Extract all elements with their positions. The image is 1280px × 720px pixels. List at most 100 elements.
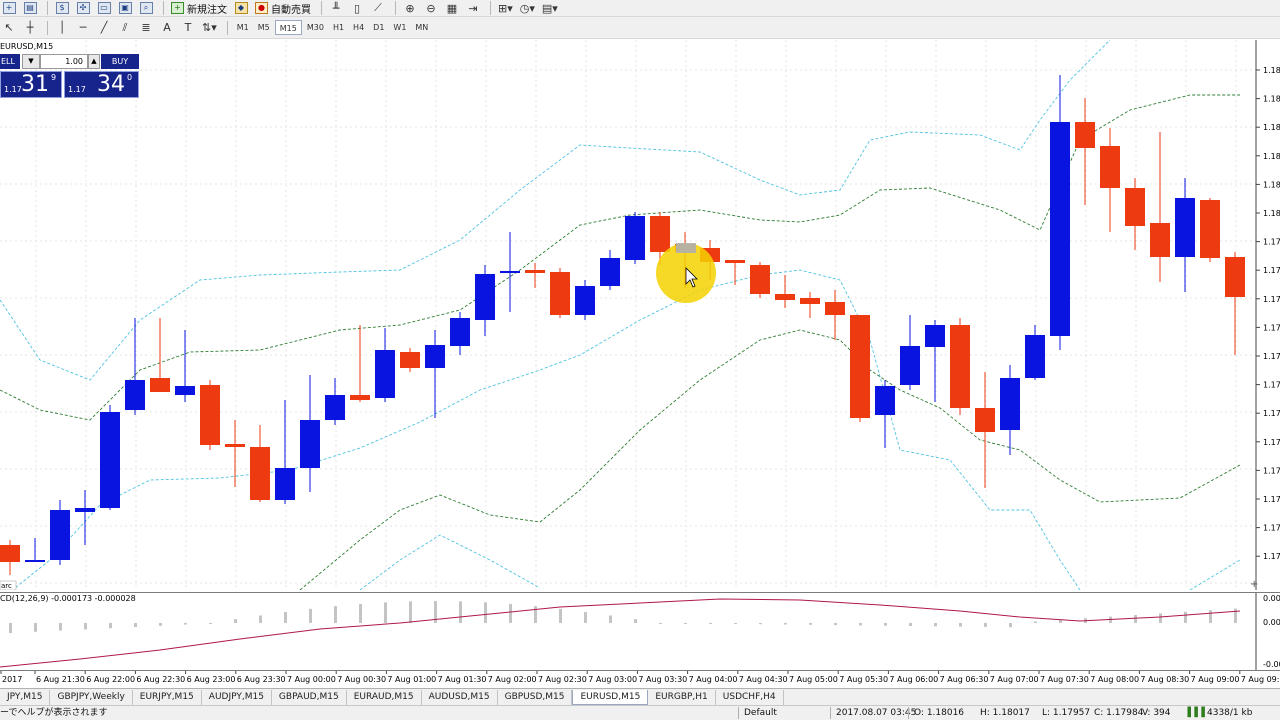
- time-axis: 2017 6 Aug 21:30 6 Aug 22:00 6 Aug 22:30 6 A…: [0, 670, 1280, 688]
- time-axis-canvas: 2017 6 Aug 21:30 6 Aug 22:00 6 Aug 22:30 6 A…: [0, 671, 1280, 684]
- tab-audjpy-m15[interactable]: AUDJPY,M15: [202, 689, 272, 705]
- tab-eurusd-m15[interactable]: EURUSD,M15: [572, 689, 649, 705]
- bid-price-button[interactable]: 1.17 31 9: [0, 71, 62, 98]
- equidistant-channel-icon[interactable]: ⫽: [122, 20, 128, 34]
- text-icon[interactable]: A: [163, 21, 171, 34]
- templates-icon[interactable]: ▤▾: [541, 1, 558, 15]
- price-chart[interactable]: 1.18 1.18 1.18 1.18 1.18 1.18 1.17 1.17 1.17 1.17…: [0, 40, 1280, 590]
- lot-size-input[interactable]: 1.00: [40, 54, 88, 69]
- timeframe-m30[interactable]: M30: [306, 23, 324, 32]
- macd-histogram-bar: [859, 623, 862, 626]
- macd-subwindow[interactable]: 0.00 0.00 -0.00 CD(12,26,9) -0.000173 -0.0…: [0, 592, 1280, 671]
- timeframe-w1[interactable]: W1: [393, 23, 407, 32]
- line-chart-icon[interactable]: ⟋: [374, 1, 382, 14]
- text-label-icon[interactable]: T: [184, 21, 192, 34]
- timeframe-m1[interactable]: M1: [236, 23, 249, 32]
- new-chart-icon[interactable]: +: [0, 0, 18, 16]
- autotrading-label: 自動売買: [271, 4, 311, 16]
- timeframe-m5[interactable]: M5: [257, 23, 270, 32]
- market-watch-icon[interactable]: $: [53, 0, 71, 16]
- time-axis-label: 7 Aug 02:30: [538, 675, 587, 684]
- strategy-tester-icon[interactable]: ⌕: [137, 0, 155, 16]
- terminal-icon[interactable]: ▭: [95, 0, 113, 16]
- chart-shift-icon[interactable]: ⇥: [468, 1, 478, 15]
- tab-usdchf-h4[interactable]: USDCHF,H4: [716, 689, 784, 705]
- candle-body: [900, 346, 920, 385]
- zoom-in-icon[interactable]: ⊕: [405, 1, 415, 15]
- macd-histogram-bar: [109, 623, 112, 629]
- sell-button[interactable]: ELL: [0, 54, 20, 69]
- zoom-out-icon[interactable]: ⊖: [426, 1, 436, 15]
- bar-chart-icon[interactable]: ╨: [332, 1, 340, 15]
- time-axis-label: 7 Aug 04:30: [739, 675, 788, 684]
- autotrading-button[interactable]: ● 自動売買: [253, 0, 313, 16]
- candle-body: [650, 216, 670, 252]
- tab-eurgbp-h1[interactable]: EURGBP,H1: [648, 689, 716, 705]
- candle-body: [800, 298, 820, 304]
- vertical-line-icon[interactable]: │: [58, 21, 66, 34]
- macd-signal-line: [0, 598, 1241, 668]
- tab-gbpusd-m15[interactable]: GBPUSD,M15: [498, 689, 573, 705]
- drawing-toolbar: ↖ ┼ │ ─ ╱ ⫽ ≣ A T ⇅▾ M1 M5 M15 M30 H1 H4…: [0, 17, 1280, 39]
- tab-gbpjpy-weekly[interactable]: GBPJPY,Weekly: [50, 689, 133, 705]
- toolbar-separator: [321, 1, 322, 15]
- fibonacci-icon[interactable]: ≣: [141, 21, 151, 34]
- tab-eurjpy-m15[interactable]: EURJPY,M15: [133, 689, 202, 705]
- macd-histogram-bar: [359, 603, 362, 623]
- macd-label: CD(12,26,9) -0.000173 -0.000028: [0, 594, 136, 603]
- bollinger-lower-outer-band: [1189, 559, 1241, 590]
- one-click-trading-panel: ELL ▼ 1.00 ▲ BUY 1.17 31 9 1.17 34 0: [0, 54, 140, 98]
- macd-axis-label: 0.00: [1263, 594, 1280, 603]
- candlestick-icon[interactable]: ▯: [353, 1, 361, 15]
- candle-body: [375, 350, 395, 398]
- lot-dropdown-icon[interactable]: ▼: [22, 54, 40, 69]
- timeframe-d1[interactable]: D1: [373, 23, 385, 32]
- time-axis-label: 7 Aug 06:30: [940, 675, 989, 684]
- navigator-icon[interactable]: ✣: [74, 0, 92, 16]
- buy-button[interactable]: BUY: [101, 54, 139, 69]
- autotrading-icon: ●: [255, 2, 268, 14]
- profiles-icon[interactable]: ▤: [21, 0, 39, 16]
- periods-icon[interactable]: ◷▾: [519, 1, 535, 15]
- status-low: L: 1.17957: [1042, 708, 1091, 718]
- status-bar: ーでヘルプが表示されます Default 2017.08.07 03:45 O:…: [0, 705, 1280, 720]
- trendline-icon[interactable]: ╱: [100, 21, 108, 34]
- indicators-icon[interactable]: ⊞▾: [498, 1, 513, 15]
- price-axis-label: 1.17: [1263, 266, 1280, 275]
- metaeditor-icon[interactable]: ◆: [232, 0, 250, 16]
- tab-euraud-m15[interactable]: EURAUD,M15: [347, 689, 422, 705]
- status-high: H: 1.18017: [980, 708, 1030, 718]
- candle-body: [975, 408, 995, 432]
- new-order-button[interactable]: + 新規注文: [169, 0, 229, 16]
- macd-histogram-bar: [609, 615, 612, 623]
- time-axis-label: 6 Aug 22:30: [136, 675, 185, 684]
- arrows-icon[interactable]: ⇅▾: [202, 21, 217, 34]
- tile-windows-icon[interactable]: ▦: [446, 1, 458, 15]
- tab-usdjpy-m15[interactable]: JPY,M15: [0, 689, 51, 705]
- cursor-icon[interactable]: ↖: [4, 21, 14, 34]
- chart-tabs: JPY,M15 GBPJPY,Weekly EURJPY,M15 AUDJPY,…: [0, 688, 1280, 705]
- timeframe-h1[interactable]: H1: [332, 23, 345, 32]
- candle-body: [400, 352, 420, 368]
- chart-corner-label: arc: [1, 582, 12, 590]
- timeframe-m15[interactable]: M15: [274, 20, 302, 35]
- ask-price-button[interactable]: 1.17 34 0: [64, 71, 139, 98]
- horizontal-line-icon[interactable]: ─: [79, 21, 87, 34]
- time-axis-label: 7 Aug 07:30: [1040, 675, 1089, 684]
- mouse-pointer-icon: [685, 267, 698, 288]
- time-axis-label: 7 Aug 02:00: [488, 675, 537, 684]
- tab-audusd-m15[interactable]: AUDUSD,M15: [422, 689, 498, 705]
- tester-icon[interactable]: ▣: [116, 0, 134, 16]
- status-open: O: 1.18016: [914, 708, 965, 718]
- lot-stepper-icon[interactable]: ▲: [88, 54, 100, 69]
- candle-body: [1050, 122, 1070, 336]
- timeframe-h4[interactable]: H4: [353, 23, 365, 32]
- macd-histogram-bar: [684, 623, 687, 624]
- macd-canvas[interactable]: 0.00 0.00 -0.00: [0, 593, 1280, 671]
- tab-gbpaud-m15[interactable]: GBPAUD,M15: [272, 689, 347, 705]
- price-chart-canvas[interactable]: 1.181.181.181.181.181.181.171.171.171.17…: [0, 40, 1280, 590]
- candle-body: [425, 345, 445, 368]
- crosshair-icon[interactable]: ┼: [26, 21, 34, 34]
- timeframe-mn[interactable]: MN: [415, 23, 429, 32]
- price-axis-label: 1.17: [1263, 409, 1280, 418]
